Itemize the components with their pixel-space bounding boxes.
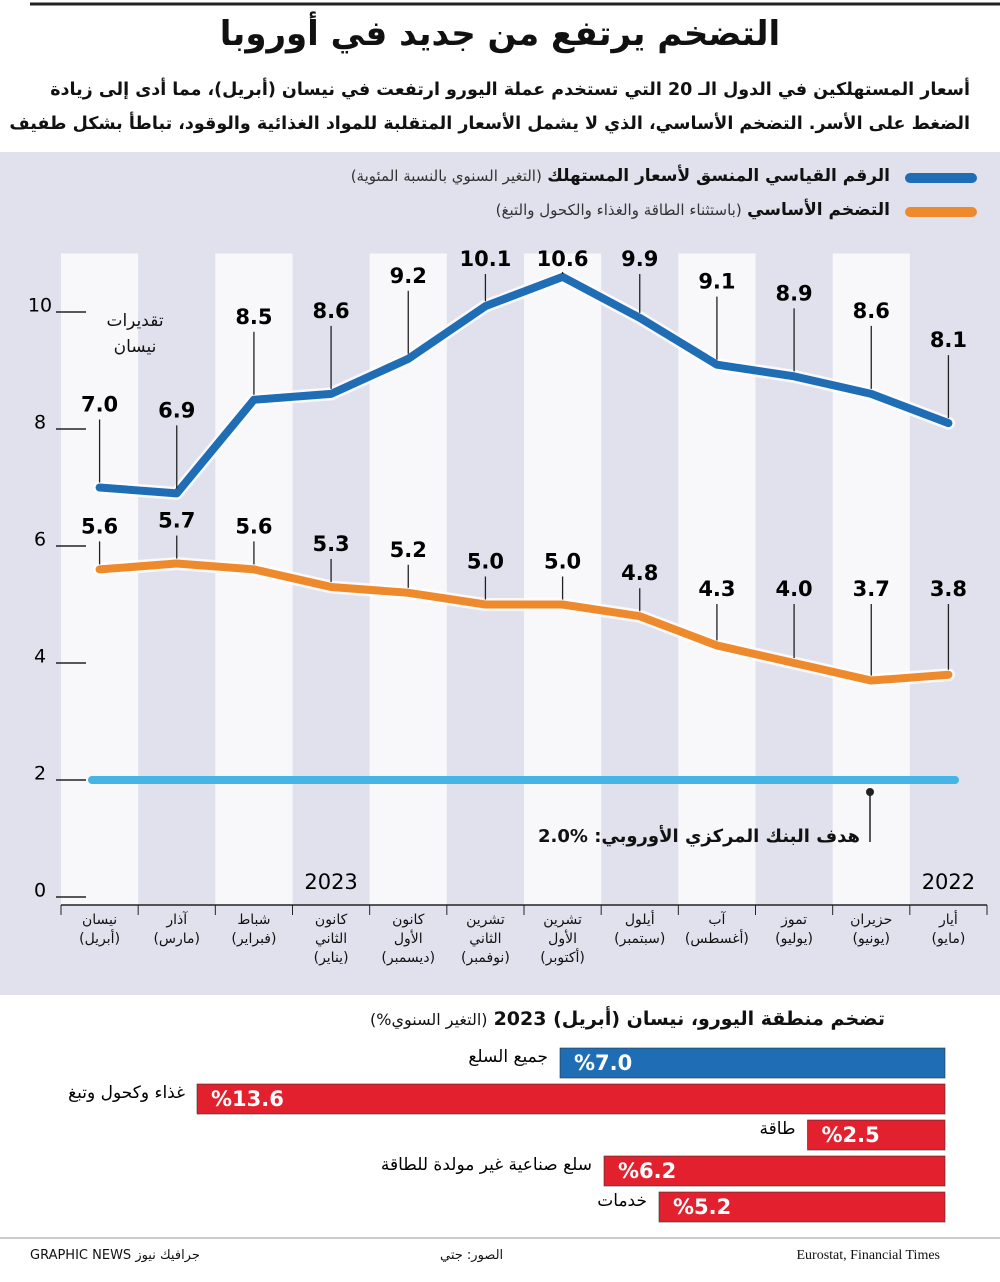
bar-category-label: سلع صناعية غير مولدة للطاقة <box>381 1155 592 1175</box>
data-label: 8.1 <box>930 328 967 352</box>
y-tick-label: 10 <box>28 295 52 317</box>
series-line <box>95 559 953 685</box>
y-tick-label: 8 <box>34 412 46 434</box>
y-tick-label: 0 <box>34 880 46 902</box>
photo-credit: الصور: جتي <box>440 1248 504 1263</box>
series-line <box>95 272 953 498</box>
data-label: 8.9 <box>775 281 812 305</box>
bar-category-label: خدمات <box>597 1191 647 1211</box>
data-label: 10.1 <box>460 247 512 271</box>
data-label: 6.9 <box>158 398 195 422</box>
year-label: 2023 <box>304 870 357 894</box>
data-label: 5.7 <box>158 509 195 533</box>
data-label: 5.2 <box>390 538 427 562</box>
title: التضخم يرتفع من جديد في أوروبا <box>219 14 781 54</box>
data-label: 5.3 <box>312 532 349 556</box>
x-tick-label: تشرين الثاني (نوفمبر) <box>461 912 510 966</box>
bar-category-label: جميع السلع <box>468 1047 548 1067</box>
x-tick-label: كانون الثاني (يناير) <box>313 912 349 966</box>
data-label: 5.0 <box>544 550 581 574</box>
x-tick-label: حزيران (يونيو) <box>850 912 893 947</box>
source: Eurostat, Financial Times <box>796 1248 941 1263</box>
bar <box>603 1155 946 1187</box>
data-label: 5.6 <box>81 514 118 538</box>
bar-category-label: طاقة <box>760 1119 796 1139</box>
x-tick-label: آذار (مارس) <box>153 912 201 947</box>
bar-value-label: %6.2 <box>618 1159 676 1183</box>
legend-description: (باستثناء الطاقة والغذاء والكحول والتبغ) <box>495 201 742 219</box>
data-label: 3.8 <box>930 577 967 601</box>
bar-value-label: %13.6 <box>211 1087 284 1111</box>
y-tick-label: 2 <box>34 763 46 785</box>
data-label: 9.2 <box>390 264 427 288</box>
y-tick-label: 4 <box>34 646 46 668</box>
subtitle-line: الضغط على الأسر. التضخم الأساسي، الذي لا… <box>9 114 970 134</box>
credit: GRAPHIC NEWS جرافيك نيوز <box>30 1248 200 1263</box>
x-tick-label: أيلول (سبتمبر) <box>614 912 666 947</box>
data-label: 10.6 <box>537 247 589 271</box>
data-label: 5.6 <box>235 514 272 538</box>
data-label: 4.3 <box>698 577 735 601</box>
subtitle-line: أسعار المستهلكين في الدول الـ 20 التي تس… <box>50 80 970 100</box>
bar <box>559 1047 946 1079</box>
bar <box>658 1191 946 1223</box>
bar-chart-title: تضخم منطقة اليورو، نيسان (أبريل) 2023 (ا… <box>370 1008 885 1030</box>
bar-value-label: %7.0 <box>574 1051 632 1075</box>
x-tick-label: نيسان (أبريل) <box>79 912 121 947</box>
data-label: 9.1 <box>698 270 735 294</box>
data-label: 7.0 <box>81 393 118 417</box>
x-tick-label: شباط (فبراير) <box>231 912 277 947</box>
legend-name: الرقم القياسي المنسق لأسعار المستهلك <box>547 166 890 186</box>
legend-description: (التغير السنوي بالنسبة المئوية) <box>350 167 542 185</box>
y-tick-label: 6 <box>34 529 46 551</box>
x-tick-label: تموز (يوليو) <box>775 912 813 947</box>
legend-entry: التضخم الأساسي (باستثناء الطاقة والغذاء … <box>496 200 890 220</box>
data-label: 3.7 <box>853 577 890 601</box>
data-label: 8.5 <box>235 305 272 329</box>
target-dot <box>866 788 874 796</box>
legend-entry: الرقم القياسي المنسق لأسعار المستهلك (ال… <box>351 166 890 186</box>
legend-name: التضخم الأساسي <box>747 200 890 220</box>
data-label: 8.6 <box>853 299 890 323</box>
target-label: هدف البنك المركزي الأوروبي: %2.0 <box>538 826 860 847</box>
x-tick-label: تشرين الأول (أكتوبر) <box>540 912 585 966</box>
x-tick-label: كانون الأول (ديسمبر) <box>381 912 436 966</box>
x-tick-label: آب (أغسطس) <box>684 912 749 947</box>
bar-value-label: %2.5 <box>822 1123 880 1147</box>
year-label: 2022 <box>922 870 975 894</box>
bar <box>807 1119 946 1151</box>
data-label: 8.6 <box>312 299 349 323</box>
data-label: 4.8 <box>621 561 658 585</box>
annotation: تقديرات نيسان <box>106 311 164 357</box>
bar <box>196 1083 946 1115</box>
bar-category-label: غذاء وكحول وتبغ <box>68 1083 185 1103</box>
bar-title: تضخم منطقة اليورو، نيسان (أبريل) 2023 <box>493 1008 885 1030</box>
x-tick-label: أيار (مايو) <box>931 912 966 947</box>
bar-subtitle: (التغير السنوي%) <box>370 1010 488 1029</box>
bar-value-label: %5.2 <box>673 1195 731 1219</box>
data-label: 5.0 <box>467 550 504 574</box>
column-band <box>61 253 139 905</box>
data-label: 4.0 <box>775 577 812 601</box>
data-label: 9.9 <box>621 247 658 271</box>
